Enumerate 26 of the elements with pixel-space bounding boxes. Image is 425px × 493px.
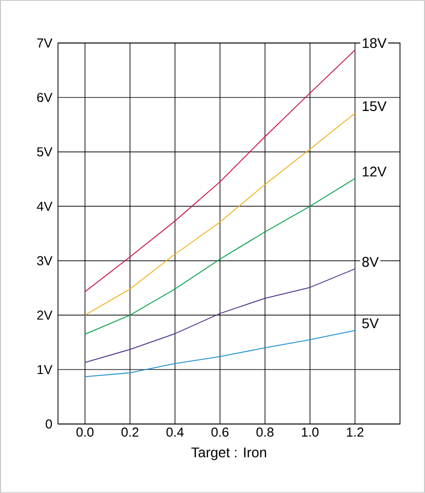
x-tick-label: 1.0 [302, 428, 319, 437]
line-series [84, 50, 356, 292]
y-tick-label: 6V [37, 92, 52, 102]
x-tick-label: 0.6 [211, 428, 228, 437]
y-tick-label: 5V [37, 147, 52, 156]
line-series [84, 268, 356, 363]
line-series [84, 330, 356, 378]
series-label: 18V [362, 38, 387, 48]
x-tick-label: 0.2 [121, 428, 138, 437]
x-tick-label: 0.4 [166, 428, 184, 437]
series-label: 15V [362, 101, 387, 112]
y-tick-label: 1V [38, 365, 52, 374]
x-tick-label: 0.0 [76, 428, 94, 437]
x-tick-label: 1.2 [346, 428, 364, 437]
series-label: 8V [362, 256, 379, 267]
x-axis-title: Target : Iron [191, 448, 266, 460]
y-tick-label: 0 [46, 419, 52, 429]
series-label: 12V [362, 166, 387, 176]
line-series [84, 112, 356, 316]
x-tick-label: 0.8 [256, 428, 274, 437]
y-tick-label: 7V [37, 38, 52, 48]
line-series [84, 178, 356, 335]
y-tick-label: 2V [37, 310, 52, 320]
y-tick-label: 3V [37, 256, 52, 266]
series-label: 5V [362, 318, 379, 328]
y-tick-label: 4V [36, 202, 52, 211]
